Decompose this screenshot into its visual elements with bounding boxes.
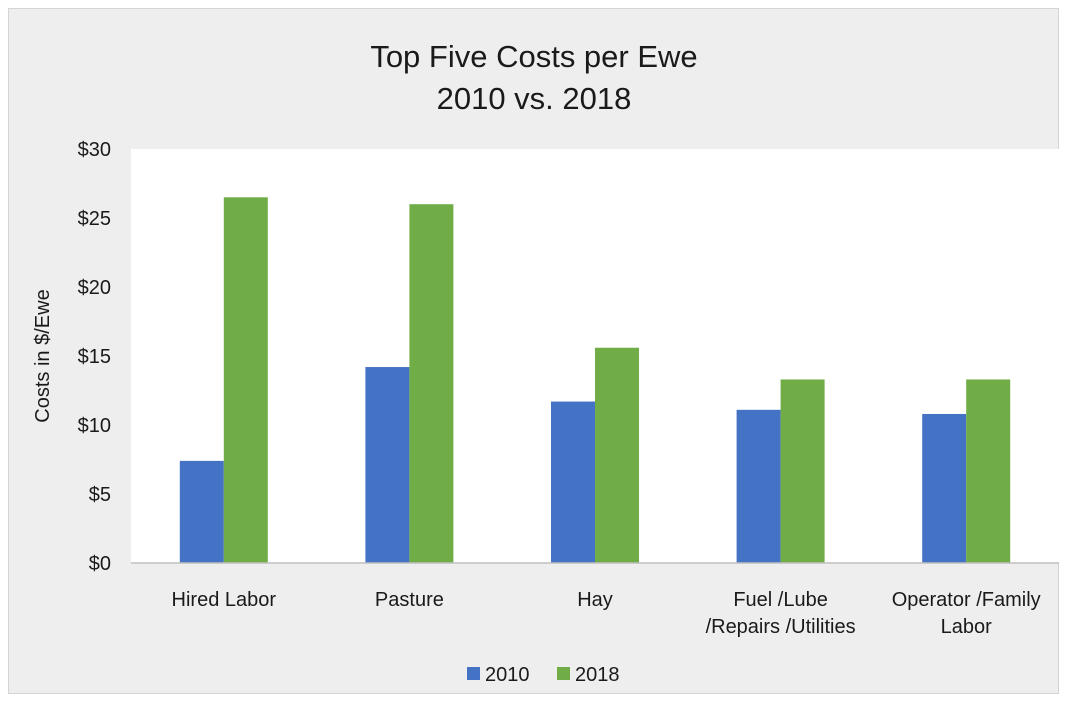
chart-frame: Top Five Costs per Ewe 2010 vs. 2018 $0 $… xyxy=(8,8,1059,694)
x-tick-label: Pasture xyxy=(375,589,444,611)
x-tick-label: Operator /Family xyxy=(892,589,1041,611)
x-tick-label: Hay xyxy=(577,589,613,611)
y-tick-label: $25 xyxy=(78,208,111,230)
legend-label: 2018 xyxy=(575,664,620,686)
x-tick-label: Fuel /Lube xyxy=(733,589,828,611)
y-tick-label: $30 xyxy=(78,139,111,161)
chart-subtitle: 2010 vs. 2018 xyxy=(437,81,632,116)
y-tick-label: $10 xyxy=(78,415,111,437)
bar-2010-0 xyxy=(179,460,224,563)
bar-2018-0 xyxy=(223,197,268,564)
bar-2010-2 xyxy=(551,401,595,563)
x-tick-label: Labor xyxy=(941,616,992,638)
y-tick-label: $15 xyxy=(78,346,111,368)
bar-2018-3 xyxy=(780,379,825,563)
x-tick-label: /Repairs /Utilities xyxy=(706,616,856,638)
y-tick-label: $20 xyxy=(78,277,111,299)
y-axis-title: Costs in $/Ewe xyxy=(32,289,54,422)
bars-group xyxy=(179,197,1011,564)
y-tick-label: $0 xyxy=(89,553,111,575)
bar-2010-1 xyxy=(365,367,410,563)
legend-label: 2010 xyxy=(485,664,530,686)
y-axis-ticks: $0 $5 $10 $15 $20 $25 $30 xyxy=(78,139,111,575)
bar-2018-2 xyxy=(595,347,639,563)
legend: 2010 2018 xyxy=(467,664,620,686)
legend-swatch-2018 xyxy=(557,667,570,680)
bar-2010-4 xyxy=(922,413,967,563)
bar-chart: Top Five Costs per Ewe 2010 vs. 2018 $0$… xyxy=(32,39,1059,686)
legend-swatch-2010 xyxy=(467,667,480,680)
x-tick-label: Hired Labor xyxy=(172,589,277,611)
bar-2018-1 xyxy=(409,204,454,563)
chart-title: Top Five Costs per Ewe xyxy=(370,39,697,74)
y-tick-label: $5 xyxy=(89,484,111,506)
bar-2010-3 xyxy=(736,409,781,563)
bar-2018-4 xyxy=(966,379,1011,563)
x-axis-labels: Hired Labor Pasture Hay Fuel /Lube/Repairs … xyxy=(172,589,1041,638)
